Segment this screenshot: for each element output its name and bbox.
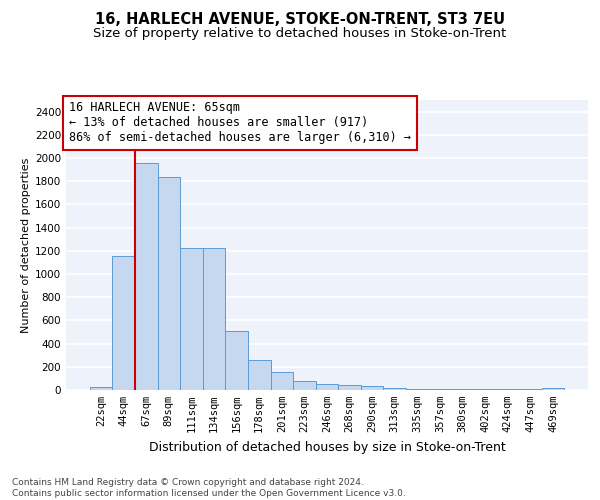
Text: 16, HARLECH AVENUE, STOKE-ON-TRENT, ST3 7EU: 16, HARLECH AVENUE, STOKE-ON-TRENT, ST3 … <box>95 12 505 28</box>
Bar <box>112 256 135 390</box>
Bar <box>474 389 496 390</box>
X-axis label: Distribution of detached houses by size in Stoke-on-Trent: Distribution of detached houses by size … <box>149 440 505 454</box>
Bar <box>248 360 271 390</box>
Bar <box>406 389 428 390</box>
Text: 16 HARLECH AVENUE: 65sqm
← 13% of detached houses are smaller (917)
86% of semi-: 16 HARLECH AVENUE: 65sqm ← 13% of detach… <box>68 102 410 144</box>
Bar <box>428 389 451 390</box>
Text: Contains HM Land Registry data © Crown copyright and database right 2024.
Contai: Contains HM Land Registry data © Crown c… <box>12 478 406 498</box>
Bar <box>90 387 112 390</box>
Bar <box>180 248 203 390</box>
Bar <box>338 386 361 390</box>
Text: Size of property relative to detached houses in Stoke-on-Trent: Size of property relative to detached ho… <box>94 28 506 40</box>
Bar <box>158 176 180 390</box>
Bar <box>316 384 338 390</box>
Bar <box>383 388 406 390</box>
Bar <box>203 248 226 390</box>
Bar <box>271 372 293 390</box>
Bar <box>293 380 316 390</box>
Bar <box>226 331 248 390</box>
Bar <box>135 163 158 390</box>
Bar <box>542 388 564 390</box>
Bar <box>451 389 474 390</box>
Bar <box>361 386 383 390</box>
Y-axis label: Number of detached properties: Number of detached properties <box>21 158 31 332</box>
